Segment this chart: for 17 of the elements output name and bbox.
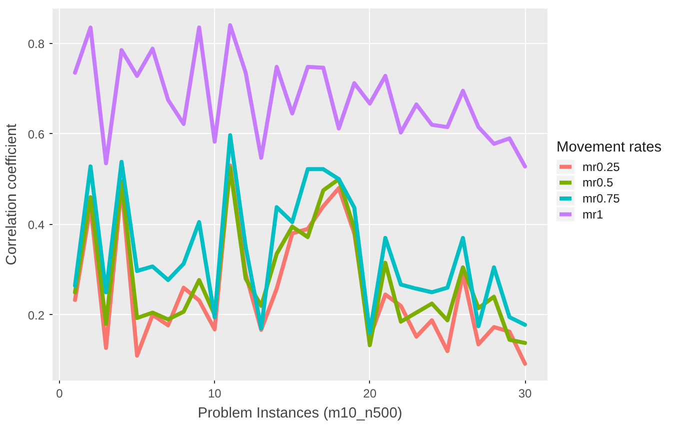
line-series [73, 133, 527, 335]
y-tick-label: 0.2 [28, 308, 45, 322]
y-tick-label: 0.6 [28, 127, 45, 142]
x-tick-label: 30 [518, 386, 532, 400]
legend-label: mr0.25 [582, 160, 620, 174]
legend-title: Movement rates [556, 139, 662, 156]
y-tick-label: 0.8 [28, 36, 45, 51]
x-tick-label: 0 [56, 386, 64, 400]
line-series [73, 23, 527, 168]
x-axis-title: Problem Instances (m10_n500) [198, 406, 402, 422]
y-tick-label: 0.4 [28, 218, 45, 232]
legend-label: mr0.5 [582, 176, 614, 190]
x-tick-label: 20 [363, 386, 377, 400]
legend-label: mr1 [582, 207, 604, 222]
x-tick-label: 10 [208, 386, 222, 400]
legend-label: mr0.75 [582, 192, 620, 206]
y-axis-title: Correlation coefficient [4, 124, 20, 266]
